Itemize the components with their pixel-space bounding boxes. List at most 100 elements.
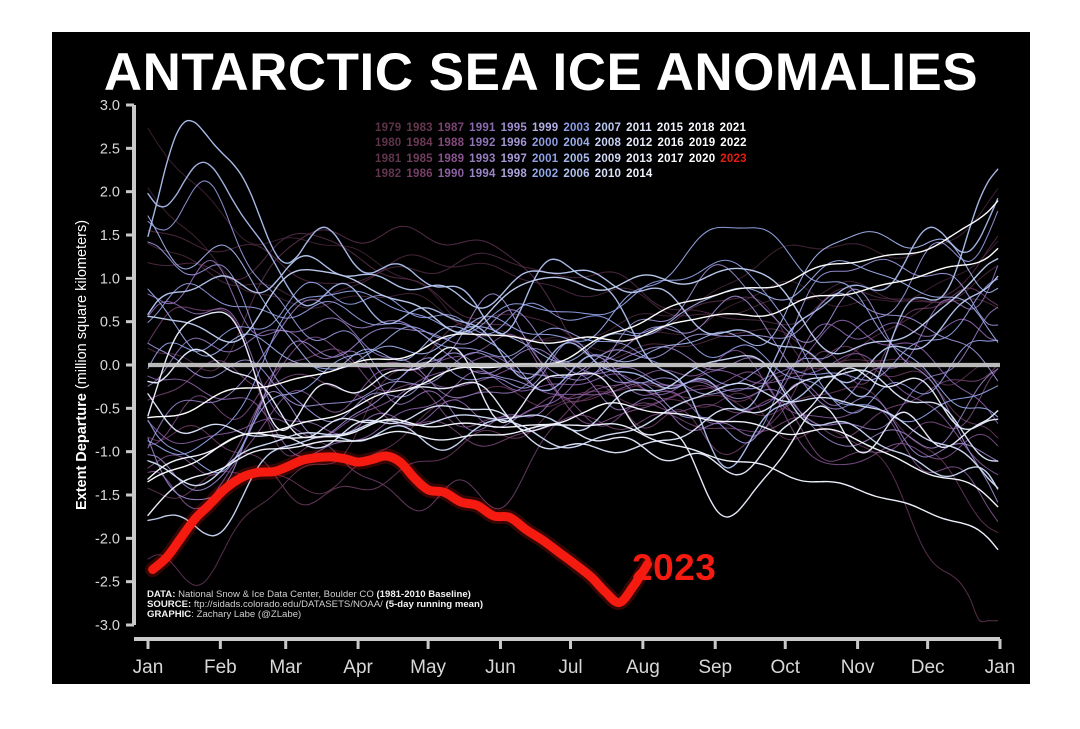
x-tick-label: Jan — [133, 657, 164, 678]
x-tick-label: Mar — [269, 657, 302, 678]
year-line — [147, 161, 999, 411]
attribution-source-note: (5-day running mean) — [385, 599, 484, 611]
x-tick-label: Dec — [911, 657, 945, 678]
legend-year-1986: 1986 — [406, 168, 433, 181]
year-line — [147, 242, 999, 317]
year-line — [147, 359, 999, 447]
page-title: ANTARCTIC SEA ICE ANOMALIES — [103, 43, 979, 102]
legend-year-2006: 2006 — [563, 168, 590, 181]
attribution-graphic-key: GRAPHIC — [147, 609, 192, 621]
year-line — [147, 423, 999, 551]
legend-year-1989: 1989 — [437, 152, 465, 165]
y-axis-title-units: (million square kilometers) — [74, 220, 90, 393]
legend-year-2002: 2002 — [531, 168, 559, 181]
year-line — [147, 258, 999, 355]
year-line — [147, 241, 999, 423]
y-tick-label: 1.0 — [100, 271, 120, 287]
attribution-graphic-value: : Zachary Labe (@ZLabe) — [191, 609, 302, 621]
year-line — [147, 281, 999, 414]
legend-row: 1979 1983 1987 1991 1995 1999 2003 2007 2011 2015… — [375, 121, 795, 136]
attribution-graphic-line: GRAPHIC: Zachary Labe (@ZLabe) — [147, 610, 483, 620]
legend-year-2012: 2012 — [626, 137, 653, 150]
year-line — [147, 300, 999, 435]
year-line — [147, 226, 999, 474]
x-tick-label: Oct — [770, 657, 800, 678]
series-2023-glow — [145, 448, 656, 610]
y-tick-label: -0.5 — [95, 401, 120, 417]
year-line — [147, 348, 999, 476]
chart-panel: ANTARCTIC SEA ICE ANOMALIES 1979 1983 1987… — [52, 32, 1030, 684]
legend-year-1985: 1985 — [406, 152, 433, 165]
legend-year-2020: 2020 — [688, 152, 716, 165]
legend-year-1999: 1999 — [531, 122, 559, 134]
y-axis-title-bold: Extent Departure — [74, 393, 90, 510]
series-2023-line — [145, 448, 656, 610]
legend-year-2018: 2018 — [688, 122, 715, 134]
legend-row: 1981 1985 1989 1993 1997 2001 2005 2009 2013 2017… — [375, 152, 795, 167]
year-line — [147, 225, 999, 386]
year-line — [147, 348, 999, 462]
x-tick-label: Aug — [626, 657, 660, 678]
legend-year-2010: 2010 — [594, 168, 622, 181]
legend-row: 1980 1984 1988 1992 1996 2000 2004 2008 2012 2016… — [375, 136, 795, 151]
year-line — [147, 264, 999, 503]
legend-year-2022: 2022 — [720, 137, 747, 150]
attribution-data-value: National Snow & Ice Data Center, Boulder… — [175, 589, 377, 600]
y-tick-label: 1.5 — [100, 228, 120, 244]
year-line — [147, 247, 999, 419]
legend-year-1981: 1981 — [375, 152, 402, 165]
legend-year-1984: 1984 — [406, 137, 433, 150]
legend-year-2008: 2008 — [594, 137, 622, 150]
y-tick-label: 0.0 — [100, 358, 120, 374]
x-tick-label: Jul — [558, 657, 582, 678]
legend-year-2015: 2015 — [656, 122, 684, 134]
x-tick-label: Feb — [204, 657, 237, 678]
legend-year-2023: 2023 — [720, 152, 747, 165]
attribution-source-line: SOURCE: ftp://sidads.colorado.edu/DATASE… — [147, 600, 483, 610]
legend-year-2007: 2007 — [594, 122, 622, 134]
plot-area: 3.0 2.5 2.0 1.5 1.0 0.5 0.0 -0.5 -1.0 -1.5 -2.0 -2.… — [74, 98, 1015, 678]
legend-year-2011: 2011 — [626, 122, 652, 134]
legend-year-1994: 1994 — [469, 168, 496, 181]
x-tick-label: Sep — [698, 657, 732, 678]
attribution-data-baseline: (1981-2010 Baseline) — [376, 589, 471, 600]
attribution-data-line: DATA: National Snow & Ice Data Center, B… — [147, 589, 483, 600]
year-line — [147, 232, 999, 366]
y-tick-label: -1.0 — [95, 445, 120, 461]
x-tick-label: Apr — [343, 657, 373, 678]
x-tick-label: Jan — [985, 657, 1016, 678]
y-tick-label: 2.0 — [100, 185, 120, 201]
legend-year-1983: 1983 — [406, 122, 433, 134]
y-axis-title: Extent Departure (million square kilomet… — [74, 220, 90, 510]
legend-year-1982: 1982 — [375, 168, 402, 181]
legend-year-1996: 1996 — [500, 137, 527, 150]
year-line — [147, 311, 999, 518]
y-tick-label: -2.5 — [95, 575, 120, 591]
year-legend: 1979 1983 1987 1991 1995 1999 2003 2007 2011 2015… — [375, 121, 795, 183]
legend-year-1979: 1979 — [375, 122, 402, 134]
legend-year-2021: 2021 — [719, 122, 747, 134]
legend-year-2016: 2016 — [657, 137, 684, 150]
legend-year-2014: 2014 — [626, 168, 653, 181]
legend-year-1991: 1991 — [469, 122, 496, 134]
legend-year-1998: 1998 — [500, 168, 527, 181]
year-line — [147, 299, 999, 449]
legend-year-2001: 2001 — [531, 152, 559, 165]
attribution-source-url: ftp://sidads.colorado.edu/DATASETS/NOAA/ — [191, 599, 386, 611]
year-line — [147, 336, 999, 476]
attribution-block: DATA: National Snow & Ice Data Center, B… — [147, 589, 483, 621]
legend-year-2005: 2005 — [563, 152, 590, 165]
year-line — [147, 384, 999, 534]
legend-year-2017: 2017 — [657, 152, 684, 165]
legend-year-1995: 1995 — [500, 122, 527, 134]
x-tick-label: May — [410, 657, 446, 678]
y-tick-label: 3.0 — [100, 98, 120, 114]
legend-year-2003: 2003 — [563, 122, 590, 134]
legend-year-1993: 1993 — [469, 152, 496, 165]
year-line — [147, 215, 999, 392]
legend-year-1997: 1997 — [500, 152, 527, 165]
year-line — [147, 295, 999, 491]
y-axis-title-text: Extent Departure (million square kilomet… — [74, 220, 90, 510]
year-line — [147, 260, 999, 370]
axes: 3.0 2.5 2.0 1.5 1.0 0.5 0.0 -0.5 -1.0 -1.5 -2.0 -2.… — [95, 98, 1015, 678]
